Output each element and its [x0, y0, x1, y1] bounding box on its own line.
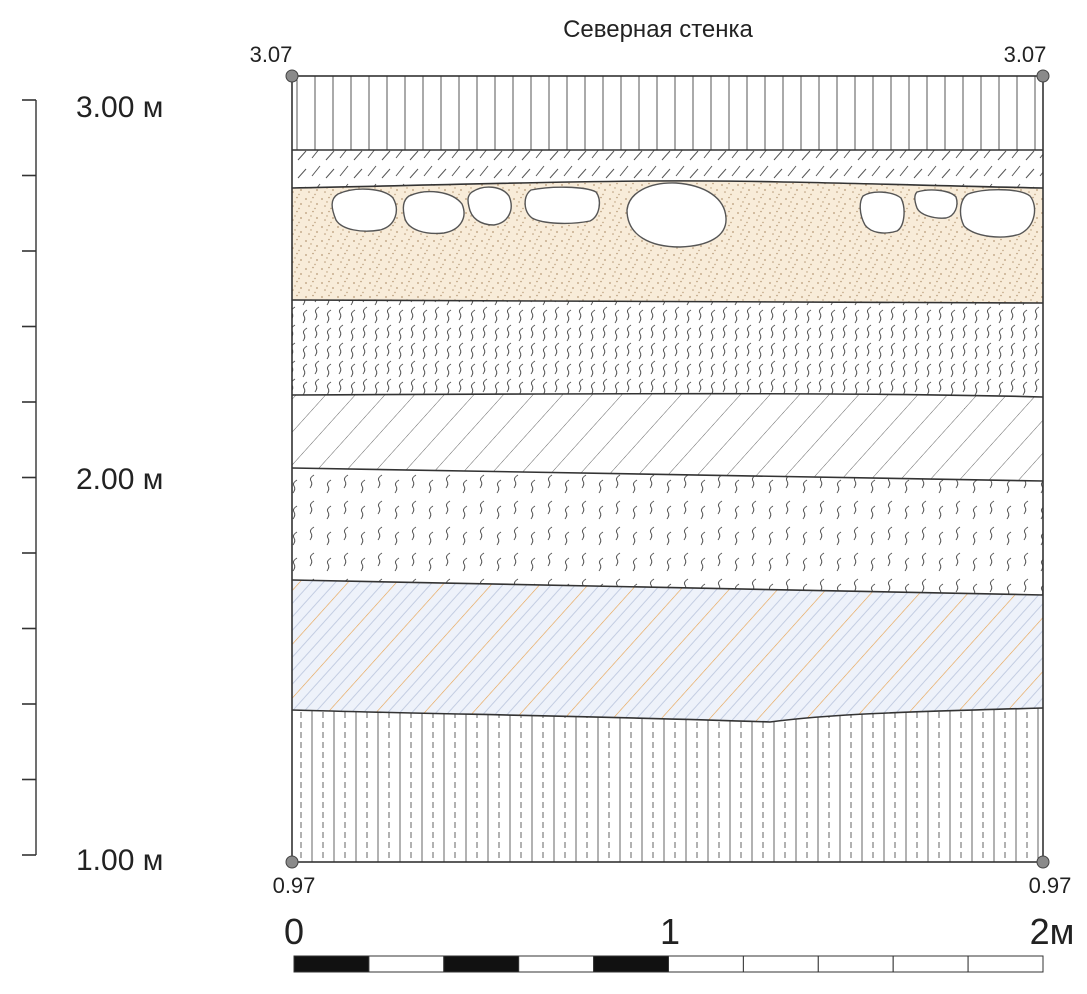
scale-segment — [593, 955, 669, 973]
layer-bedrock — [292, 708, 1043, 862]
stone — [467, 186, 512, 226]
scale-segment — [293, 955, 370, 973]
stone — [914, 189, 958, 219]
layer-orange-hatch — [292, 580, 1043, 722]
corner-markers — [285, 69, 1050, 869]
corner-label-bottom-left: 0.97 — [273, 873, 316, 898]
scale-segment — [967, 955, 1044, 973]
scale-label-1: 1 — [660, 911, 680, 952]
boundary-line — [291, 180, 1044, 189]
scale-segment — [892, 955, 969, 973]
scale-segment — [742, 955, 819, 973]
corner-marker-bottom-left — [285, 855, 299, 869]
scale-label-0: 0 — [284, 911, 304, 952]
boundary-line — [291, 392, 1044, 398]
scale-segment — [368, 955, 445, 973]
stone — [524, 186, 601, 225]
stone — [331, 188, 397, 232]
stone — [859, 191, 905, 234]
corner-label-top-left: 3.07 — [250, 42, 293, 67]
scale-label-2: 2м — [1030, 911, 1075, 952]
scale-segment — [443, 955, 520, 973]
corner-marker-top-left — [285, 69, 299, 83]
horizontal-scale: 0 1 2м — [284, 911, 1075, 973]
boundary-line — [291, 579, 1044, 596]
scale-segment — [668, 955, 744, 973]
layer-boundaries — [291, 149, 1044, 723]
boundary-line — [291, 707, 1044, 723]
corner-marker-top-right — [1036, 69, 1050, 83]
layer-turf — [292, 76, 1043, 150]
corner-marker-bottom-right — [1036, 855, 1050, 869]
layer-topsoil — [292, 150, 1043, 188]
stone — [626, 182, 727, 248]
depth-label-2m: 2.00 м — [76, 463, 163, 496]
stone — [402, 190, 465, 235]
layer-loam-sparse — [292, 468, 1043, 595]
diagram-title: Северная стенка — [563, 16, 753, 43]
corner-label-top-right: 3.07 — [1004, 42, 1047, 67]
scale-segment — [518, 955, 595, 973]
layer-loam-dense — [292, 300, 1043, 397]
boundary-line — [291, 467, 1044, 482]
depth-scale: 3.00 м 2.00 м 1.00 м — [22, 91, 163, 877]
boundary-line — [291, 299, 1044, 304]
stones — [331, 182, 1036, 248]
layer-diagonal-hatch — [292, 393, 1043, 481]
scale-segment — [817, 955, 894, 973]
section-frame — [291, 75, 1044, 863]
depth-label-3m: 3.00 м — [76, 91, 163, 124]
corner-label-bottom-right: 0.97 — [1029, 873, 1072, 898]
depth-label-1m: 1.00 м — [76, 844, 163, 877]
stone — [959, 189, 1036, 238]
